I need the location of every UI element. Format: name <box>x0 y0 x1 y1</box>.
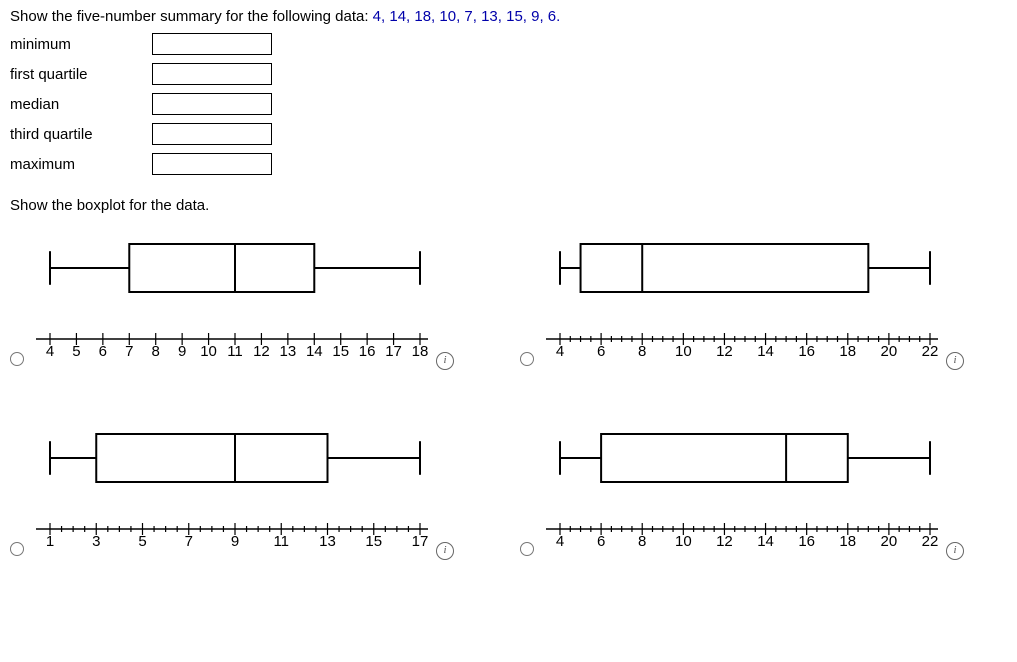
svg-text:8: 8 <box>638 533 646 550</box>
svg-text:13: 13 <box>319 533 336 550</box>
five-num-label: maximum <box>10 156 152 173</box>
plot-wrap: 1357911131517 <box>30 414 430 574</box>
boxplot-option: 1357911131517i <box>10 414 480 574</box>
five-num-row: maximum <box>10 149 1007 179</box>
boxplot-svg: 4 6 8 10 12 14 16 18 20 22 <box>540 224 940 384</box>
svg-text:9: 9 <box>231 533 239 550</box>
five-num-label: minimum <box>10 36 152 53</box>
svg-text:6: 6 <box>99 343 107 360</box>
svg-text:4: 4 <box>556 343 564 360</box>
svg-text:10: 10 <box>200 343 217 360</box>
plot-wrap: 4 6 8 10 12 14 16 18 20 22 <box>540 414 940 574</box>
boxplot-option: 4 6 8 10 12 14 16 18 20 22 i <box>520 414 990 574</box>
five-num-input-minimum[interactable] <box>152 33 272 55</box>
five-num-row: third quartile <box>10 119 1007 149</box>
svg-text:18: 18 <box>839 343 856 360</box>
svg-text:14: 14 <box>757 343 774 360</box>
svg-text:1: 1 <box>46 533 54 550</box>
five-num-input-maximum[interactable] <box>152 153 272 175</box>
question-prompt: Show the five-number summary for the fol… <box>10 8 1007 25</box>
svg-text:14: 14 <box>757 533 774 550</box>
boxplot-svg: 4 5 6 7 8 9 10 11 12 13 14 15 16 17 18 <box>30 224 430 384</box>
prompt-text: Show the five-number summary for the fol… <box>10 8 373 25</box>
five-num-row: first quartile <box>10 59 1007 89</box>
five-num-label: third quartile <box>10 126 152 143</box>
boxplot-svg: 4 6 8 10 12 14 16 18 20 22 <box>540 414 940 574</box>
svg-text:12: 12 <box>716 343 733 360</box>
svg-text:15: 15 <box>332 343 349 360</box>
svg-text:13: 13 <box>280 343 297 360</box>
svg-text:6: 6 <box>597 533 605 550</box>
svg-text:5: 5 <box>72 343 80 360</box>
option-radio[interactable] <box>10 542 24 556</box>
plot-wrap: 4 5 6 7 8 9 10 11 12 13 14 15 16 17 18 <box>30 224 430 384</box>
svg-text:18: 18 <box>412 343 429 360</box>
boxplot-svg: 1357911131517 <box>30 414 430 574</box>
boxplot-options: 456789101112131415161718i468101214161820… <box>10 224 1007 574</box>
svg-text:7: 7 <box>185 533 193 550</box>
five-num-row: minimum <box>10 29 1007 59</box>
svg-text:14: 14 <box>306 343 323 360</box>
svg-text:15: 15 <box>365 533 382 550</box>
five-num-row: median <box>10 89 1007 119</box>
svg-text:12: 12 <box>716 533 733 550</box>
svg-text:11: 11 <box>227 343 243 360</box>
svg-text:8: 8 <box>152 343 160 360</box>
svg-text:4: 4 <box>556 533 564 550</box>
svg-text:22: 22 <box>922 343 939 360</box>
option-radio[interactable] <box>520 542 534 556</box>
five-num-label: first quartile <box>10 66 152 83</box>
boxplot-option: 4 6 8 10 12 14 16 18 20 22 i <box>520 224 990 384</box>
svg-text:18: 18 <box>839 533 856 550</box>
svg-text:8: 8 <box>638 343 646 360</box>
svg-text:4: 4 <box>46 343 54 360</box>
svg-text:16: 16 <box>798 343 815 360</box>
svg-text:22: 22 <box>922 533 939 550</box>
option-radio[interactable] <box>10 352 24 366</box>
svg-text:6: 6 <box>597 343 605 360</box>
svg-text:16: 16 <box>798 533 815 550</box>
boxplot-option: 4 5 6 7 8 9 10 11 12 13 14 15 16 17 18 i <box>10 224 480 384</box>
five-num-input-first-quartile[interactable] <box>152 63 272 85</box>
plot-wrap: 4 6 8 10 12 14 16 18 20 22 <box>540 224 940 384</box>
prompt-data: 4, 14, 18, 10, 7, 13, 15, 9, 6. <box>373 8 561 25</box>
five-num-input-median[interactable] <box>152 93 272 115</box>
svg-text:16: 16 <box>359 343 376 360</box>
info-icon[interactable]: i <box>946 352 964 370</box>
five-num-label: median <box>10 96 152 113</box>
svg-text:7: 7 <box>125 343 133 360</box>
info-icon[interactable]: i <box>946 542 964 560</box>
svg-text:17: 17 <box>385 343 402 360</box>
five-number-summary: minimum first quartile median third quartil… <box>10 29 1007 179</box>
boxplot-prompt: Show the boxplot for the data. <box>10 197 1007 214</box>
svg-text:5: 5 <box>138 533 146 550</box>
svg-text:20: 20 <box>881 343 898 360</box>
svg-text:9: 9 <box>178 343 186 360</box>
svg-text:20: 20 <box>881 533 898 550</box>
svg-text:10: 10 <box>675 343 692 360</box>
option-radio[interactable] <box>520 352 534 366</box>
svg-text:12: 12 <box>253 343 270 360</box>
svg-text:11: 11 <box>273 533 289 550</box>
five-num-input-third-quartile[interactable] <box>152 123 272 145</box>
info-icon[interactable]: i <box>436 542 454 560</box>
svg-text:17: 17 <box>412 533 429 550</box>
info-icon[interactable]: i <box>436 352 454 370</box>
svg-text:3: 3 <box>92 533 100 550</box>
svg-text:10: 10 <box>675 533 692 550</box>
